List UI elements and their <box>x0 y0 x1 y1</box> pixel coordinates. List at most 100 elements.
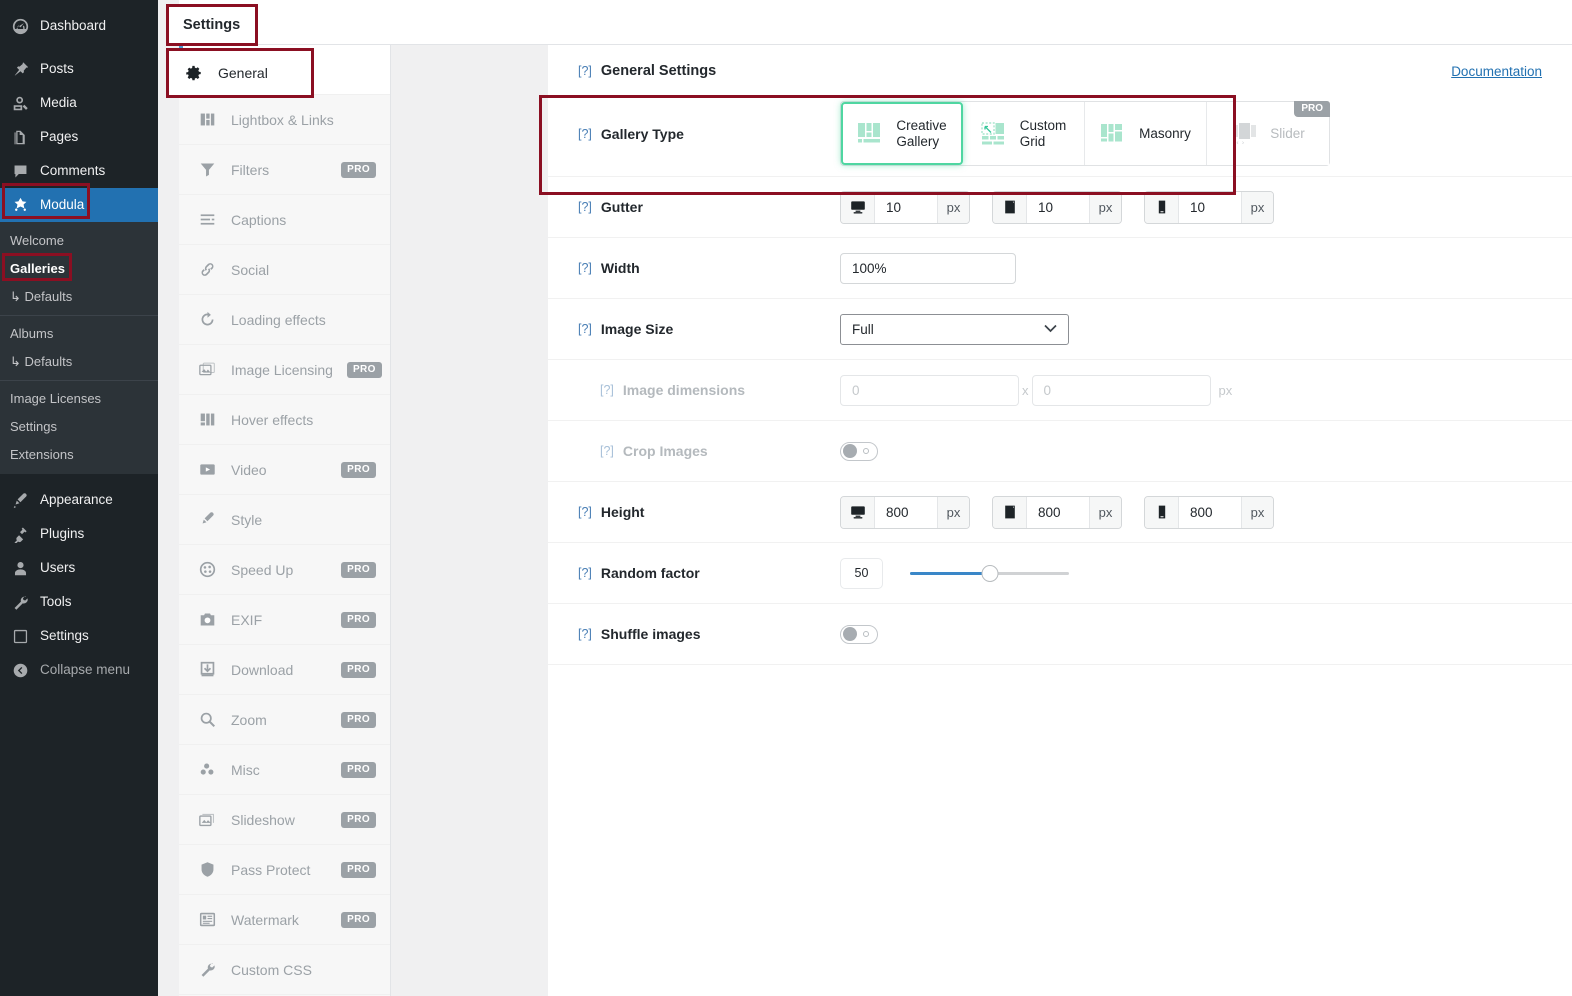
tab-pass-protect[interactable]: Pass Protect PRO <box>179 845 390 895</box>
height-label-group: [?] Height <box>578 504 840 520</box>
slider-thumb[interactable] <box>981 564 998 582</box>
settings-icon <box>10 626 30 646</box>
tab-zoom[interactable]: Zoom PRO <box>179 695 390 745</box>
gallery-type-option-creative-gallery[interactable]: Creative Gallery <box>841 102 963 165</box>
sidebar-item-dashboard[interactable]: Dashboard <box>0 9 158 43</box>
sidebar-item-modula[interactable]: Modula <box>0 188 158 222</box>
help-icon[interactable]: [?] <box>578 64 592 78</box>
tab-label: Pass Protect <box>231 861 311 878</box>
row-gutter: [?] Gutter 10 px 10 <box>548 177 1572 238</box>
watermark-icon <box>197 911 217 928</box>
tab-social[interactable]: Social <box>179 245 390 295</box>
sidebar-item-settings[interactable]: Settings <box>0 619 158 653</box>
help-icon[interactable]: [?] <box>578 627 592 641</box>
width-input[interactable]: 100% <box>840 252 1016 284</box>
submenu-item-welcome[interactable]: Welcome <box>10 233 64 248</box>
crop-images-toggle[interactable] <box>840 441 878 461</box>
sidebar-item-users[interactable]: Users <box>0 551 158 585</box>
gutter-label: Gutter <box>600 199 643 215</box>
tab-loading-effects[interactable]: Loading effects <box>179 295 390 345</box>
submenu-item-settings[interactable]: Settings <box>10 419 57 434</box>
tab-image-licensing[interactable]: Image Licensing PRO <box>179 345 390 395</box>
gallery-type-options: Creative Gallery <box>840 101 1330 166</box>
documentation-link[interactable]: Documentation <box>1451 63 1542 79</box>
image-height-input[interactable]: 0 <box>1031 374 1211 406</box>
custom-grid-icon <box>981 121 1011 147</box>
help-icon[interactable]: [?] <box>600 444 614 458</box>
masonry-icon <box>1100 121 1130 147</box>
help-icon[interactable]: [?] <box>578 505 592 519</box>
height-mobile-input[interactable]: 800 px <box>1144 495 1274 529</box>
tab-watermark[interactable]: Watermark PRO <box>179 895 390 945</box>
pages-icon <box>10 127 30 147</box>
submenu-item-albums[interactable]: Albums <box>10 326 54 341</box>
image-width-input[interactable]: 0 <box>840 374 1019 406</box>
gallery-type-option-slider[interactable]: PRO ‹ › Slider <box>1207 101 1330 165</box>
tab-custom-css[interactable]: Custom CSS <box>179 945 390 995</box>
tab-video[interactable]: Video PRO <box>179 445 390 495</box>
help-icon[interactable]: [?] <box>600 383 614 397</box>
shuffle-images-toggle[interactable] <box>840 624 878 644</box>
image-size-label-group: [?] Image Size <box>578 321 840 337</box>
gutter-desktop-input[interactable]: 10 px <box>840 190 970 224</box>
submenu-item-galleries-defaults[interactable]: ↳ Defaults <box>10 289 73 304</box>
image-size-select[interactable]: Full <box>840 313 1069 345</box>
help-icon[interactable]: [?] <box>578 566 592 580</box>
submenu-item-albums-defaults[interactable]: ↳ Defaults <box>10 354 73 369</box>
tab-misc[interactable]: Misc PRO <box>179 745 390 795</box>
submenu-item-image-licenses[interactable]: Image Licenses <box>10 391 102 406</box>
wp-admin-sidebar: Dashboard Posts Media Pages Commen <box>0 0 158 996</box>
sidebar-item-posts[interactable]: Posts <box>0 52 158 86</box>
submenu-item-galleries[interactable]: Galleries <box>10 261 65 276</box>
tab-download[interactable]: Download PRO <box>179 645 390 695</box>
random-factor-value[interactable]: 50 <box>840 557 883 589</box>
gutter-tablet-input[interactable]: 10 px <box>992 190 1122 224</box>
tab-label: Captions <box>231 211 287 228</box>
tab-exif[interactable]: EXIF PRO <box>179 595 390 645</box>
tab-lightbox-and-links[interactable]: Lightbox & Links <box>179 95 390 145</box>
tab-settings[interactable]: Settings <box>197 14 255 30</box>
mobile-icon <box>1145 191 1179 223</box>
sidebar-item-plugins[interactable]: Plugins <box>0 517 158 551</box>
gutter-mobile-input[interactable]: 10 px <box>1144 190 1274 224</box>
gallery-type-option-custom-grid[interactable]: Custom Grid <box>963 102 1085 165</box>
help-icon[interactable]: [?] <box>578 200 592 214</box>
comments-icon <box>10 161 30 181</box>
help-icon[interactable]: [?] <box>578 322 592 336</box>
tab-captions[interactable]: Captions <box>179 195 390 245</box>
row-image-dimensions: [?] Image dimensions 0 x 0 px <box>548 360 1572 421</box>
tab-slideshow[interactable]: Slideshow PRO <box>179 795 390 845</box>
gutter-tablet-unit: px <box>1089 191 1121 223</box>
tab-filters[interactable]: Filters PRO <box>179 145 390 195</box>
sidebar-item-label: Posts <box>40 61 74 77</box>
shuffle-images-label-group: [?] Shuffle images <box>578 626 840 642</box>
gallery-type-option-masonry[interactable]: Masonry <box>1085 102 1207 165</box>
sidebar-item-pages[interactable]: Pages <box>0 120 158 154</box>
sidebar-item-tools[interactable]: Tools <box>0 585 158 619</box>
main-area: Settings General Lightbox & Links F <box>158 0 1572 996</box>
dashboard-icon <box>10 16 30 36</box>
speed-icon <box>197 561 217 578</box>
captions-icon <box>197 211 217 228</box>
sidebar-item-appearance[interactable]: Appearance <box>0 483 158 517</box>
image-dimensions-label: Image dimensions <box>622 382 746 398</box>
tab-style[interactable]: Style <box>179 495 390 545</box>
tab-speed-up[interactable]: Speed Up PRO <box>179 545 390 595</box>
sidebar-item-media[interactable]: Media <box>0 86 158 120</box>
height-tablet-input[interactable]: 800 px <box>992 495 1122 529</box>
image-dimensions-label-group: [?] Image dimensions <box>578 382 840 398</box>
tab-general[interactable]: General <box>179 45 390 95</box>
row-shuffle-images: [?] Shuffle images <box>548 604 1572 665</box>
submenu-item-extensions[interactable]: Extensions <box>10 447 74 462</box>
sidebar-item-collapse-menu[interactable]: Collapse menu <box>0 653 158 687</box>
help-icon[interactable]: [?] <box>578 126 592 141</box>
random-factor-slider[interactable] <box>910 563 1069 583</box>
appearance-icon <box>10 490 30 510</box>
sidebar-item-comments[interactable]: Comments <box>0 154 158 188</box>
help-icon[interactable]: [?] <box>578 261 592 275</box>
gallery-type-option-label: Masonry <box>1139 125 1191 141</box>
tab-label: Speed Up <box>231 561 294 578</box>
height-desktop-input[interactable]: 800 px <box>840 495 970 529</box>
row-gallery-type: [?] Gallery Type <box>548 91 1572 177</box>
tab-hover-effects[interactable]: Hover effects <box>179 395 390 445</box>
